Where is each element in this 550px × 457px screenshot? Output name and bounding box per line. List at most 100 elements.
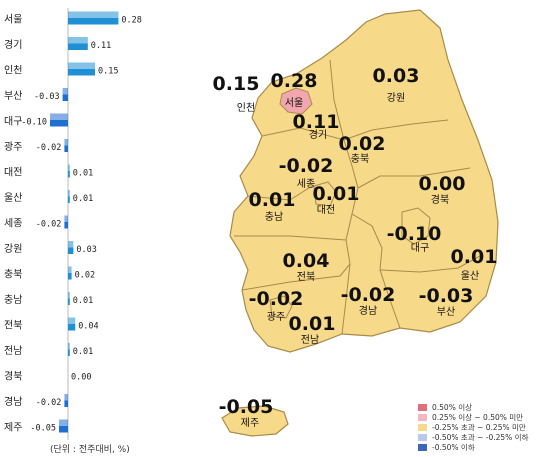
gwangju-shape (269, 295, 293, 319)
map-region-value: 0.04 (283, 250, 330, 272)
legend-swatch (418, 413, 427, 421)
legend-label: -0.50% 초과 ~ -0.25% 이하 (432, 432, 529, 442)
map-region-name: 전북 (297, 271, 315, 283)
map-region-value: 0.15 (213, 73, 260, 95)
bar-mark-highlight (64, 215, 68, 223)
daejeon-shape (313, 181, 337, 207)
bar-value-label: 0.15 (98, 67, 118, 77)
map-region-value: 0.28 (271, 70, 318, 92)
bar-category-label: 경북 (4, 370, 22, 383)
map-region-name: 경북 (431, 193, 449, 206)
map-region-name: 충북 (351, 153, 369, 165)
weekly-change-bar-chart: 서울 0.28 경기 0.11 인천 0.15 부산 -0.03 대구 -0.10 광주 -0.02 대… (4, 8, 142, 440)
bar-category-label: 경기 (4, 38, 22, 51)
bar-mark-highlight (68, 62, 95, 70)
map-region-name: 부산 (437, 306, 455, 318)
bar-value-label: 0.00 (71, 373, 91, 383)
map-region-value: 0.02 (339, 133, 386, 155)
bar-category-label: 전남 (4, 345, 22, 357)
map-region-value: -0.02 (249, 288, 304, 310)
legend-label: -0.50% 이하 (432, 442, 475, 452)
map-region-value: 0.11 (293, 111, 340, 133)
bar-mark-highlight (68, 37, 88, 45)
bar-value-label: 0.01 (73, 296, 93, 306)
map-region-name: 대전 (317, 204, 335, 216)
bar-mark (64, 145, 68, 152)
map-region-name: 세종 (297, 178, 315, 190)
legend-swatch (418, 403, 427, 411)
bar-mark-highlight (64, 139, 68, 147)
map-region-name: 울산 (461, 270, 479, 282)
korea-region-map: 0.28서울0.15인천0.11경기0.03강원0.02충북-0.02세종0.0… (213, 9, 499, 437)
bar-value-label: 0.01 (73, 347, 93, 357)
bar-category-label: 충남 (4, 294, 22, 306)
bar-mark-highlight (50, 113, 68, 121)
map-region-value: -0.03 (419, 285, 474, 307)
bar-category-label: 강원 (4, 243, 22, 255)
legend-label: 0.50% 이상 (432, 402, 473, 412)
map-region-value: 0.01 (313, 183, 360, 205)
bar-mark-highlight (68, 11, 119, 19)
bar-mark-highlight (68, 266, 72, 274)
daegu-shape (401, 207, 431, 245)
legend-item: -0.50% 초과 ~ -0.25% 이하 (418, 432, 528, 442)
seoul-shape (279, 87, 313, 115)
bar-category-label: 충북 (4, 269, 22, 281)
legend-swatch (418, 423, 427, 431)
bar-category-label: 광주 (4, 141, 22, 153)
map-region-name: 서울 (285, 97, 303, 109)
bar-value-label: 0.01 (73, 194, 93, 204)
map-region-value: 0.01 (289, 313, 336, 335)
region-borders (234, 59, 481, 335)
bar-mark (68, 171, 70, 178)
map-legend: 0.50% 이상 0.25% 이상 ~ 0.50% 미만 -0.25% 초과 ~ 0… (418, 402, 528, 452)
bar-value-label: -0.02 (36, 143, 62, 153)
bar-mark (68, 69, 95, 76)
legend-item: -0.50% 이하 (418, 442, 528, 452)
bar-mark (64, 400, 68, 407)
bar-mark (68, 298, 70, 305)
bar-value-label: 0.11 (91, 41, 111, 51)
map-land (221, 9, 499, 437)
legend-swatch (418, 443, 427, 451)
map-region-name: 경기 (309, 128, 327, 141)
bar-mark-highlight (59, 419, 68, 427)
map-region-name: 대구 (411, 242, 429, 254)
bar-mark-highlight (64, 394, 68, 402)
bar-value-label: -0.05 (30, 424, 56, 434)
map-region-name: 강원 (387, 92, 405, 104)
map-region-name: 경남 (359, 304, 377, 317)
map-region-value: -0.02 (341, 284, 396, 306)
bar-category-label: 경남 (4, 395, 22, 408)
bar-mark (68, 324, 76, 331)
map-region-value: -0.10 (387, 223, 442, 245)
bar-value-label: 0.01 (73, 169, 93, 179)
map-region-name: 광주 (267, 311, 285, 323)
legend-item: 0.25% 이상 ~ 0.50% 미만 (418, 412, 528, 422)
map-region-value: 0.03 (373, 65, 420, 87)
bar-mark-highlight (68, 317, 76, 325)
legend-item: -0.25% 초과 ~ 0.25% 미만 (418, 422, 528, 432)
bar-mark (68, 18, 119, 25)
bar-value-label: -0.03 (34, 92, 60, 102)
map-region-value: 0.01 (249, 189, 296, 211)
bar-category-label: 전북 (4, 320, 22, 332)
legend-swatch (418, 433, 427, 441)
legend-item: 0.50% 이상 (418, 402, 528, 412)
bar-mark-highlight (68, 292, 70, 300)
map-region-name: 인천 (237, 102, 255, 114)
bar-mark (68, 349, 70, 356)
map-region-value: -0.05 (219, 396, 274, 418)
map-region-value: 0.00 (419, 173, 466, 195)
bar-value-label: -0.02 (36, 220, 62, 230)
map-region-value: 0.01 (451, 246, 498, 268)
bar-mark-highlight (68, 164, 70, 172)
bar-mark (64, 222, 68, 229)
bar-value-label: -0.10 (21, 118, 47, 128)
bar-mark (59, 426, 68, 433)
bar-mark (62, 94, 68, 101)
bar-category-label: 제주 (4, 422, 22, 434)
bar-mark (68, 43, 88, 50)
map-region-name: 충남 (265, 211, 283, 223)
unit-note: (단위 : 전주대비, %) (50, 445, 130, 455)
